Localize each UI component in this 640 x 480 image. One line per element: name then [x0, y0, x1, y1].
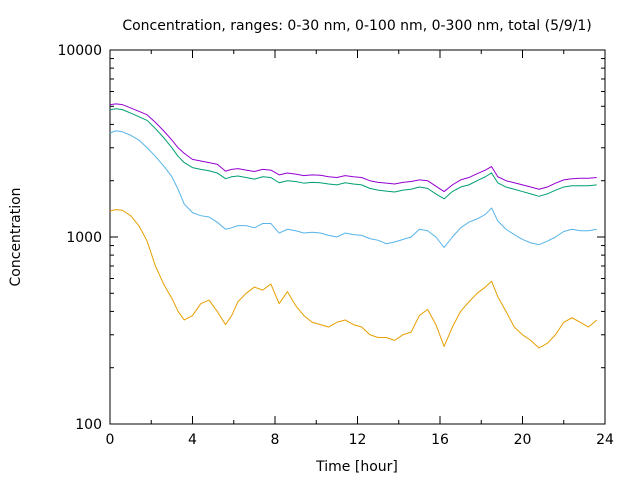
- y-tick-label: 1000: [66, 230, 102, 246]
- series-line-4: [109, 103, 597, 193]
- x-tick-label: 12: [349, 432, 367, 448]
- x-axis-label: Time [hour]: [315, 459, 398, 475]
- y-axis-label: Concentration: [8, 187, 24, 286]
- x-tick-label: 4: [188, 432, 197, 448]
- x-tick-label: 8: [271, 432, 280, 448]
- plot-frame: [109, 49, 606, 425]
- y-tick-label: 10000: [57, 43, 102, 59]
- series-line-3: [109, 108, 597, 200]
- x-tick-label: 16: [431, 432, 449, 448]
- series-layer: [109, 103, 598, 349]
- x-tick-label: 0: [106, 432, 115, 448]
- x-tick-label: 20: [514, 432, 532, 448]
- y-tick-label: 100: [75, 417, 102, 433]
- x-axis: 0 4 8 12 16 20 24: [106, 50, 614, 448]
- y-axis: 100 1000 10000: [57, 43, 605, 433]
- chart-title: Concentration, ranges: 0-30 nm, 0-100 nm…: [122, 18, 591, 34]
- x-tick-label: 24: [596, 432, 614, 448]
- series-line-1: [109, 209, 598, 349]
- series-line-2: [109, 130, 597, 248]
